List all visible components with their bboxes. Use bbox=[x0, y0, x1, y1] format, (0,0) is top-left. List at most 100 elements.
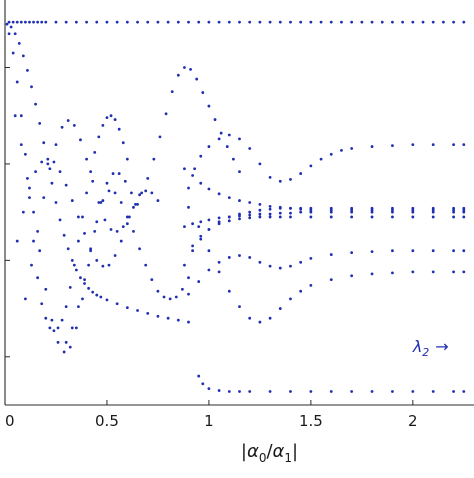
data-point bbox=[193, 167, 197, 171]
annotation-subscript: 2 bbox=[422, 346, 429, 359]
ticks-layer: 0 0.5 1 1.5 2 bbox=[4, 67, 418, 430]
data-point bbox=[289, 211, 292, 215]
data-point bbox=[197, 20, 201, 24]
data-point bbox=[83, 282, 86, 285]
data-point bbox=[238, 305, 241, 309]
data-point bbox=[197, 225, 201, 229]
eigenvalue-annotation: λ2 → bbox=[412, 337, 449, 359]
x-tick-label: 1.5 bbox=[299, 412, 323, 430]
xlabel-bar-left: | bbox=[241, 441, 247, 462]
data-point bbox=[431, 20, 435, 24]
data-point bbox=[138, 247, 141, 251]
data-point bbox=[77, 305, 80, 309]
data-point bbox=[289, 206, 292, 210]
data-point bbox=[125, 20, 129, 24]
data-point bbox=[329, 215, 333, 219]
data-point bbox=[350, 390, 354, 393]
data-point bbox=[278, 179, 282, 183]
data-point bbox=[319, 20, 323, 24]
data-point bbox=[79, 276, 82, 280]
data-point bbox=[183, 225, 186, 229]
data-point bbox=[60, 318, 64, 322]
data-point bbox=[207, 218, 211, 222]
data-point bbox=[227, 390, 231, 393]
data-point bbox=[174, 295, 178, 299]
data-point bbox=[340, 20, 343, 24]
data-point bbox=[299, 210, 303, 214]
data-point bbox=[391, 271, 394, 275]
data-point bbox=[19, 114, 23, 118]
data-point bbox=[156, 289, 160, 293]
data-point bbox=[119, 239, 123, 243]
data-point bbox=[30, 263, 33, 267]
data-point bbox=[227, 219, 231, 223]
data-point bbox=[309, 215, 313, 219]
data-point bbox=[72, 263, 76, 267]
x-tick-label: 0.5 bbox=[95, 412, 119, 430]
data-point bbox=[81, 297, 84, 301]
data-point bbox=[58, 170, 62, 174]
data-point bbox=[289, 215, 292, 219]
data-point bbox=[85, 20, 88, 24]
data-point bbox=[17, 41, 21, 45]
data-point bbox=[207, 268, 211, 272]
data-point bbox=[50, 181, 54, 185]
data-point bbox=[258, 203, 262, 206]
data-point bbox=[462, 208, 466, 212]
data-point bbox=[115, 230, 119, 233]
data-point bbox=[72, 123, 76, 127]
data-point bbox=[350, 20, 354, 24]
data-point bbox=[140, 191, 144, 195]
data-point bbox=[411, 270, 415, 274]
data-point bbox=[299, 260, 303, 264]
data-point bbox=[248, 20, 252, 24]
data-point bbox=[42, 196, 46, 200]
data-point bbox=[23, 20, 27, 24]
data-point bbox=[391, 208, 394, 212]
data-point bbox=[125, 222, 129, 226]
x-tick-label: 1 bbox=[204, 412, 214, 430]
data-point bbox=[462, 20, 466, 24]
data-point bbox=[370, 208, 374, 212]
data-point bbox=[152, 157, 156, 161]
data-point bbox=[207, 187, 211, 191]
data-point bbox=[258, 212, 262, 216]
data-point bbox=[199, 237, 203, 241]
data-point bbox=[462, 143, 466, 147]
data-point bbox=[207, 387, 211, 391]
data-point bbox=[309, 208, 313, 212]
data-point bbox=[191, 244, 195, 248]
data-point bbox=[70, 326, 74, 330]
data-point bbox=[123, 179, 127, 183]
data-point bbox=[227, 215, 231, 219]
data-point bbox=[370, 145, 374, 148]
data-point bbox=[11, 51, 15, 55]
data-point bbox=[370, 390, 374, 393]
data-point bbox=[350, 274, 354, 278]
data-point bbox=[166, 316, 170, 320]
data-point bbox=[121, 225, 125, 229]
data-point bbox=[50, 318, 54, 322]
data-point bbox=[370, 215, 374, 219]
data-point bbox=[329, 152, 333, 156]
data-point bbox=[89, 249, 93, 253]
data-point bbox=[74, 326, 78, 330]
data-point bbox=[48, 326, 52, 330]
data-point bbox=[227, 133, 231, 137]
data-point bbox=[64, 20, 68, 24]
x-tick-label: 0 bbox=[5, 412, 15, 430]
data-point bbox=[340, 149, 343, 152]
data-point bbox=[176, 20, 180, 24]
data-point bbox=[107, 263, 111, 267]
data-point bbox=[40, 160, 44, 164]
data-point bbox=[127, 215, 131, 219]
data-point bbox=[46, 157, 50, 161]
data-point bbox=[299, 207, 303, 211]
data-point bbox=[329, 206, 333, 210]
data-point bbox=[89, 247, 93, 251]
data-point bbox=[136, 20, 139, 24]
data-point bbox=[350, 215, 354, 219]
data-point bbox=[183, 167, 186, 171]
data-point bbox=[54, 143, 58, 147]
data-point bbox=[329, 278, 333, 282]
